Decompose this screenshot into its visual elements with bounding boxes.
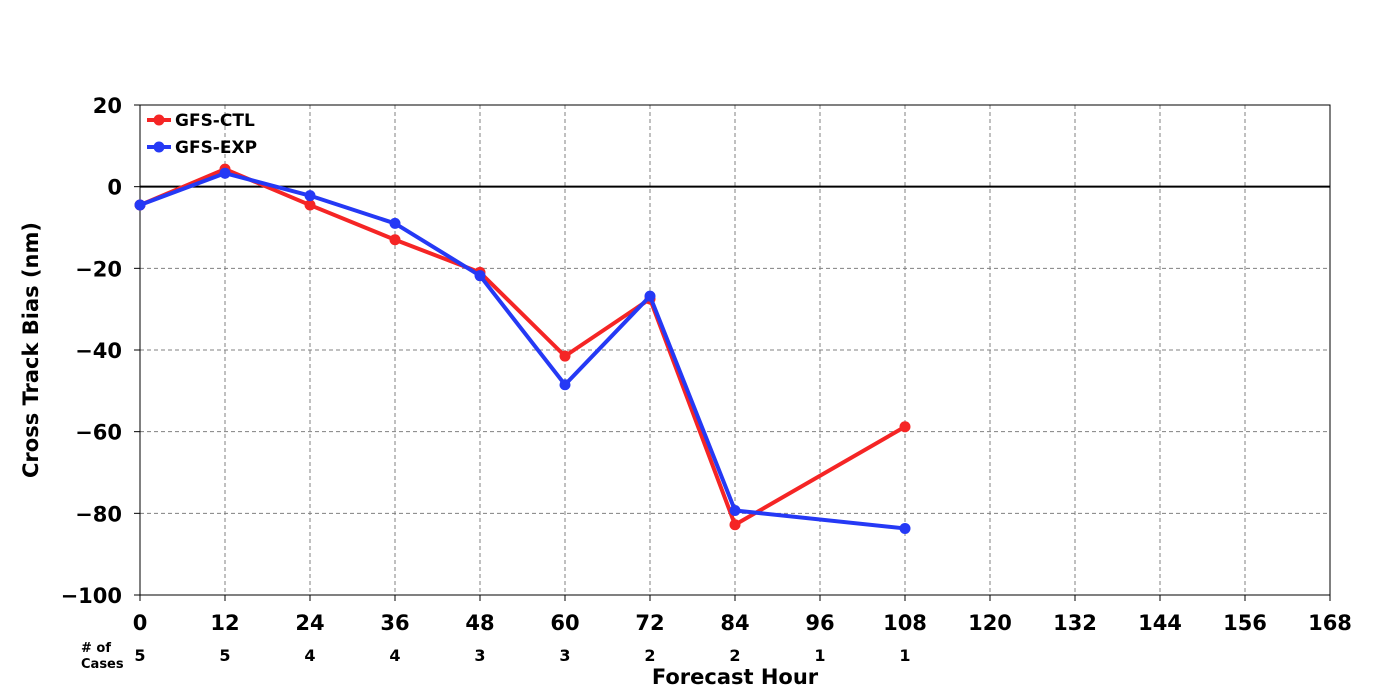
y-tick-label: −80 (75, 502, 122, 526)
y-tick-label: −60 (75, 421, 122, 445)
y-tick-label: 0 (107, 176, 122, 200)
data-point-gfs-ctl (729, 519, 741, 531)
x-tick-label: 132 (1053, 611, 1097, 635)
x-tick-label: 60 (550, 611, 579, 635)
x-tick-label: 168 (1308, 611, 1352, 635)
y-tick-label: −40 (75, 339, 122, 363)
legend-label: GFS-CTL (175, 111, 255, 131)
case-count: 2 (644, 646, 655, 665)
x-tick-label: 84 (720, 611, 749, 635)
x-tick-label: 0 (133, 611, 148, 635)
x-axis-ticks: 0 12 24 36 48 60 72 84 96 108 120 132 144 156 168 (133, 595, 1352, 635)
series-gfs-exp (134, 167, 911, 534)
case-count: 1 (814, 646, 825, 665)
x-axis-title: Forecast Hour (652, 665, 819, 689)
x-tick-label: 36 (380, 611, 409, 635)
cases-header-line1: # of (81, 641, 111, 656)
y-tick-label: −20 (75, 257, 122, 281)
case-count: 3 (474, 646, 485, 665)
data-point-gfs-ctl (304, 199, 316, 211)
case-count: 1 (899, 646, 910, 665)
legend-swatch-marker (153, 114, 165, 126)
x-tick-label: 144 (1138, 611, 1182, 635)
x-tick-label: 120 (968, 611, 1012, 635)
legend-label: GFS-EXP (175, 138, 257, 158)
legend-swatch-marker (153, 141, 165, 153)
y-axis-ticks: 20 0 −20 −40 −60 −80 −100 (61, 94, 140, 608)
cases-header-line2: Cases (81, 657, 124, 672)
cases-row: 5 5 4 4 3 3 2 2 1 1 (134, 646, 910, 665)
series-line-gfs-ctl (138, 167, 907, 527)
case-count: 4 (389, 646, 400, 665)
data-point-gfs-exp (304, 190, 316, 202)
data-point-gfs-ctl (559, 350, 571, 362)
x-tick-label: 12 (210, 611, 239, 635)
x-tick-label: 48 (465, 611, 494, 635)
data-point-gfs-exp (644, 290, 656, 302)
series-line-gfs-exp (138, 171, 907, 531)
data-point-gfs-exp (729, 504, 741, 516)
x-tick-label: 96 (805, 611, 834, 635)
series-gfs-ctl (134, 163, 911, 531)
case-count: 5 (134, 646, 145, 665)
data-point-gfs-exp (389, 217, 401, 229)
case-count: 4 (304, 646, 315, 665)
legend-item-gfs-exp: GFS-EXP (147, 138, 257, 158)
x-tick-label: 24 (295, 611, 324, 635)
y-tick-label: −100 (61, 584, 122, 608)
case-count: 2 (729, 646, 740, 665)
data-point-gfs-exp (899, 522, 911, 534)
legend: GFS-CTL GFS-EXP (147, 111, 257, 158)
case-count: 5 (219, 646, 230, 665)
data-point-gfs-exp (219, 167, 231, 179)
data-point-gfs-exp (559, 379, 571, 391)
data-point-gfs-ctl (899, 421, 911, 433)
x-tick-label: 156 (1223, 611, 1267, 635)
x-tick-label: 72 (635, 611, 664, 635)
legend-item-gfs-ctl: GFS-CTL (147, 111, 255, 131)
y-axis-title: Cross Track Bias (nm) (19, 222, 43, 478)
data-point-gfs-exp (134, 199, 146, 211)
x-tick-label: 108 (883, 611, 927, 635)
case-count: 3 (559, 646, 570, 665)
data-point-gfs-ctl (389, 234, 401, 246)
y-tick-label: 20 (93, 94, 122, 118)
data-point-gfs-exp (474, 270, 486, 282)
series (134, 163, 911, 534)
